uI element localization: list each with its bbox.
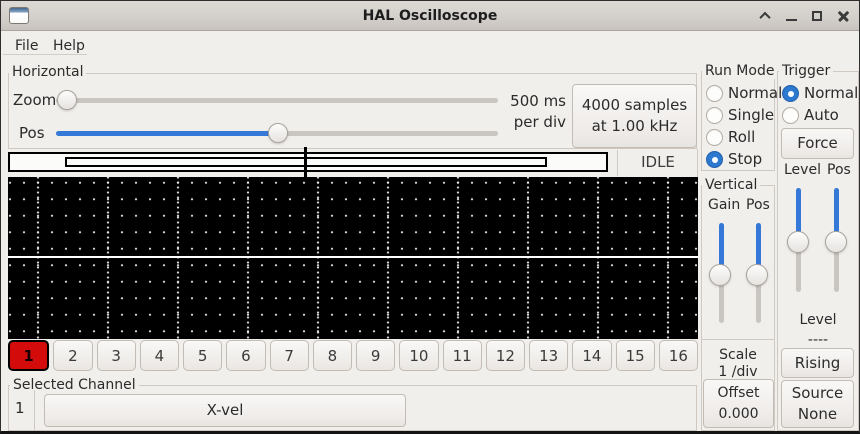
zoom-slider-handle[interactable] (57, 90, 77, 110)
app-window-icon (9, 7, 29, 24)
channel-button-6[interactable]: 6 (226, 340, 266, 371)
trigger-level-caption: Level (799, 312, 837, 328)
selected-channel-divider (34, 390, 35, 430)
trigger-source-button[interactable]: Source None (781, 380, 854, 428)
vertical-pos-label: Pos (746, 197, 770, 213)
window-title: HAL Oscilloscope (362, 8, 498, 24)
channel-button-15[interactable]: 15 (615, 340, 655, 371)
vertical-pos-slider-fill (756, 223, 761, 276)
channel-button-8[interactable]: 8 (312, 340, 352, 371)
channel-button-2[interactable]: 2 (53, 340, 93, 371)
chevron-up-icon (759, 11, 771, 24)
trigger-level-value: ---- (807, 332, 829, 348)
channel-button-7[interactable]: 7 (269, 340, 309, 371)
channel-button-11[interactable]: 11 (442, 340, 482, 371)
zoom-slider-track[interactable] (56, 98, 498, 103)
pos-slider-fill (56, 131, 278, 136)
titlebar[interactable]: HAL Oscilloscope (1, 1, 859, 31)
channel-zero-line (8, 256, 698, 258)
selected-channel-label: Selected Channel (10, 378, 139, 393)
trigger-option-auto[interactable]: Auto (804, 106, 839, 124)
trigger-position-marker (304, 147, 307, 178)
trigger-radio-auto[interactable] (782, 107, 799, 124)
trigger-level-col-label: Level (784, 162, 821, 178)
horizontal-group-label: Horizontal (9, 65, 87, 80)
channel-button-4[interactable]: 4 (139, 340, 179, 371)
run-mode-radio-stop[interactable] (706, 151, 723, 168)
channel-button-5[interactable]: 5 (183, 340, 223, 371)
menu-file[interactable]: File (15, 38, 39, 54)
vertical-group-label: Vertical (702, 178, 761, 193)
run-mode-radio-normal[interactable] (706, 85, 723, 102)
run-mode-option-stop[interactable]: Stop (728, 150, 763, 168)
selected-channel-number: 1 (15, 399, 25, 417)
trigger-pos-slider-fill (834, 188, 839, 242)
sample-rate-label: 500 ms per div (510, 92, 566, 131)
gain-slider-handle[interactable] (709, 264, 731, 286)
vertical-divider (702, 339, 774, 340)
gain-slider-fill (719, 223, 724, 276)
channel-button-14[interactable]: 14 (572, 340, 612, 371)
window-controls (755, 1, 853, 31)
close-icon (837, 10, 850, 23)
status-divider (617, 150, 618, 176)
maximize-icon (812, 11, 822, 21)
zoom-label: Zoom (13, 91, 57, 109)
trigger-edge-button[interactable]: Rising (781, 348, 854, 378)
offset-button[interactable]: Offset 0.000 (703, 379, 774, 428)
channel-button-row: 1 2 3 4 5 6 7 8 9 10 11 12 13 14 15 16 (8, 340, 698, 371)
channel-button-12[interactable]: 12 (485, 340, 525, 371)
channel-button-10[interactable]: 10 (399, 340, 439, 371)
trigger-group-label: Trigger (779, 64, 834, 79)
channel-button-1[interactable]: 1 (8, 340, 50, 371)
gain-label: Gain (708, 197, 741, 213)
trigger-radio-normal[interactable] (782, 85, 799, 102)
channel-source-button[interactable]: X-vel (44, 394, 406, 427)
close-button[interactable] (833, 4, 853, 28)
minimize-icon (785, 18, 797, 22)
minimize-button[interactable] (781, 4, 801, 28)
samples-button[interactable]: 4000 samples at 1.00 kHz (572, 84, 697, 148)
scale-caption: Scale (719, 347, 757, 363)
trigger-level-slider-handle[interactable] (787, 231, 809, 253)
pos-label: Pos (19, 124, 45, 142)
pos-slider-handle[interactable] (268, 123, 288, 143)
panel-divider (697, 149, 698, 177)
trigger-pos-slider-handle[interactable] (825, 231, 847, 253)
trigger-level-slider-fill (796, 188, 801, 242)
channel-button-9[interactable]: 9 (356, 340, 396, 371)
status-badge: IDLE (641, 153, 675, 171)
shade-button[interactable] (755, 4, 775, 28)
menu-help[interactable]: Help (53, 38, 85, 54)
trigger-option-normal[interactable]: Normal (804, 84, 859, 102)
run-mode-option-single[interactable]: Single (728, 106, 775, 124)
scope-display[interactable] (8, 177, 698, 339)
channel-button-16[interactable]: 16 (658, 340, 698, 371)
scale-value: 1 /div (718, 364, 758, 380)
run-mode-radio-roll[interactable] (706, 129, 723, 146)
run-mode-option-normal[interactable]: Normal (728, 84, 783, 102)
channel-button-3[interactable]: 3 (96, 340, 136, 371)
channel-button-13[interactable]: 13 (529, 340, 569, 371)
run-mode-group-label: Run Mode (702, 64, 778, 79)
run-mode-option-roll[interactable]: Roll (728, 128, 756, 146)
menubar-divider (3, 54, 87, 55)
run-mode-radio-single[interactable] (706, 107, 723, 124)
force-button[interactable]: Force (781, 128, 854, 159)
trigger-pos-col-label: Pos (827, 162, 851, 178)
maximize-button[interactable] (807, 4, 827, 28)
selected-channel-group (8, 385, 697, 431)
vertical-pos-slider-handle[interactable] (746, 264, 768, 286)
